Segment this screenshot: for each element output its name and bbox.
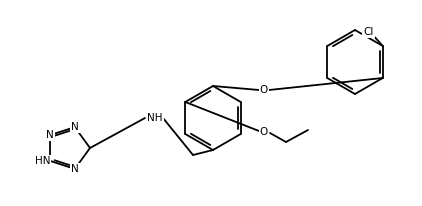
Text: N: N <box>71 122 78 132</box>
Text: Cl: Cl <box>363 27 374 37</box>
Text: O: O <box>260 85 268 95</box>
Text: O: O <box>260 127 268 137</box>
Text: NH: NH <box>147 113 163 123</box>
Text: N: N <box>46 130 54 140</box>
Text: HN: HN <box>35 156 50 166</box>
Text: N: N <box>71 164 78 174</box>
